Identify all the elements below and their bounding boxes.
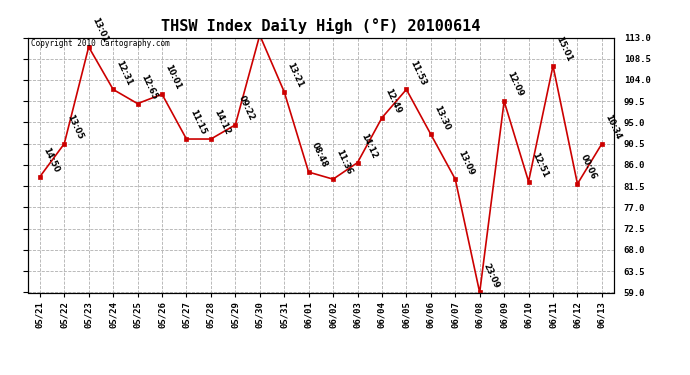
Text: 00:06: 00:06 — [579, 153, 598, 181]
Text: 23:09: 23:09 — [481, 262, 500, 290]
Text: 12:49: 12:49 — [384, 87, 403, 115]
Text: 13:01: 13:01 — [90, 16, 110, 44]
Text: 12:09: 12:09 — [506, 70, 525, 99]
Text: 12:51: 12:51 — [530, 151, 549, 179]
Text: 10:01: 10:01 — [164, 63, 183, 92]
Text: 11:53: 11:53 — [408, 58, 427, 87]
Text: 11:36: 11:36 — [335, 148, 354, 176]
Text: 12:65: 12:65 — [139, 73, 159, 101]
Text: 13:21: 13:21 — [286, 61, 305, 89]
Text: 15:01: 15:01 — [554, 35, 574, 63]
Text: 11:15: 11:15 — [188, 108, 208, 136]
Text: 13:09: 13:09 — [457, 148, 476, 176]
Text: 08:48: 08:48 — [310, 141, 329, 169]
Text: 10:34: 10:34 — [603, 113, 622, 141]
Text: 13:05: 13:05 — [66, 113, 85, 141]
Text: 13:41: 13:41 — [0, 374, 1, 375]
Text: 14:12: 14:12 — [213, 108, 232, 136]
Text: 14:12: 14:12 — [359, 132, 378, 160]
Text: 12:31: 12:31 — [115, 58, 134, 87]
Text: 13:30: 13:30 — [432, 104, 451, 132]
Text: Copyright 2010 Cartography.com: Copyright 2010 Cartography.com — [30, 39, 169, 48]
Text: 14:50: 14:50 — [41, 146, 61, 174]
Text: 09:22: 09:22 — [237, 94, 256, 122]
Title: THSW Index Daily High (°F) 20100614: THSW Index Daily High (°F) 20100614 — [161, 18, 480, 33]
